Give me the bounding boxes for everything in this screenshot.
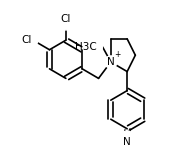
Circle shape	[105, 56, 117, 68]
Circle shape	[121, 131, 133, 143]
Text: N: N	[107, 57, 115, 67]
Text: +: +	[114, 50, 120, 59]
Text: Cl: Cl	[61, 14, 71, 24]
Text: H3C: H3C	[75, 42, 97, 52]
Text: Cl: Cl	[21, 35, 32, 45]
Circle shape	[87, 39, 102, 55]
Text: N: N	[123, 137, 131, 147]
Circle shape	[26, 34, 38, 46]
Circle shape	[60, 18, 72, 30]
